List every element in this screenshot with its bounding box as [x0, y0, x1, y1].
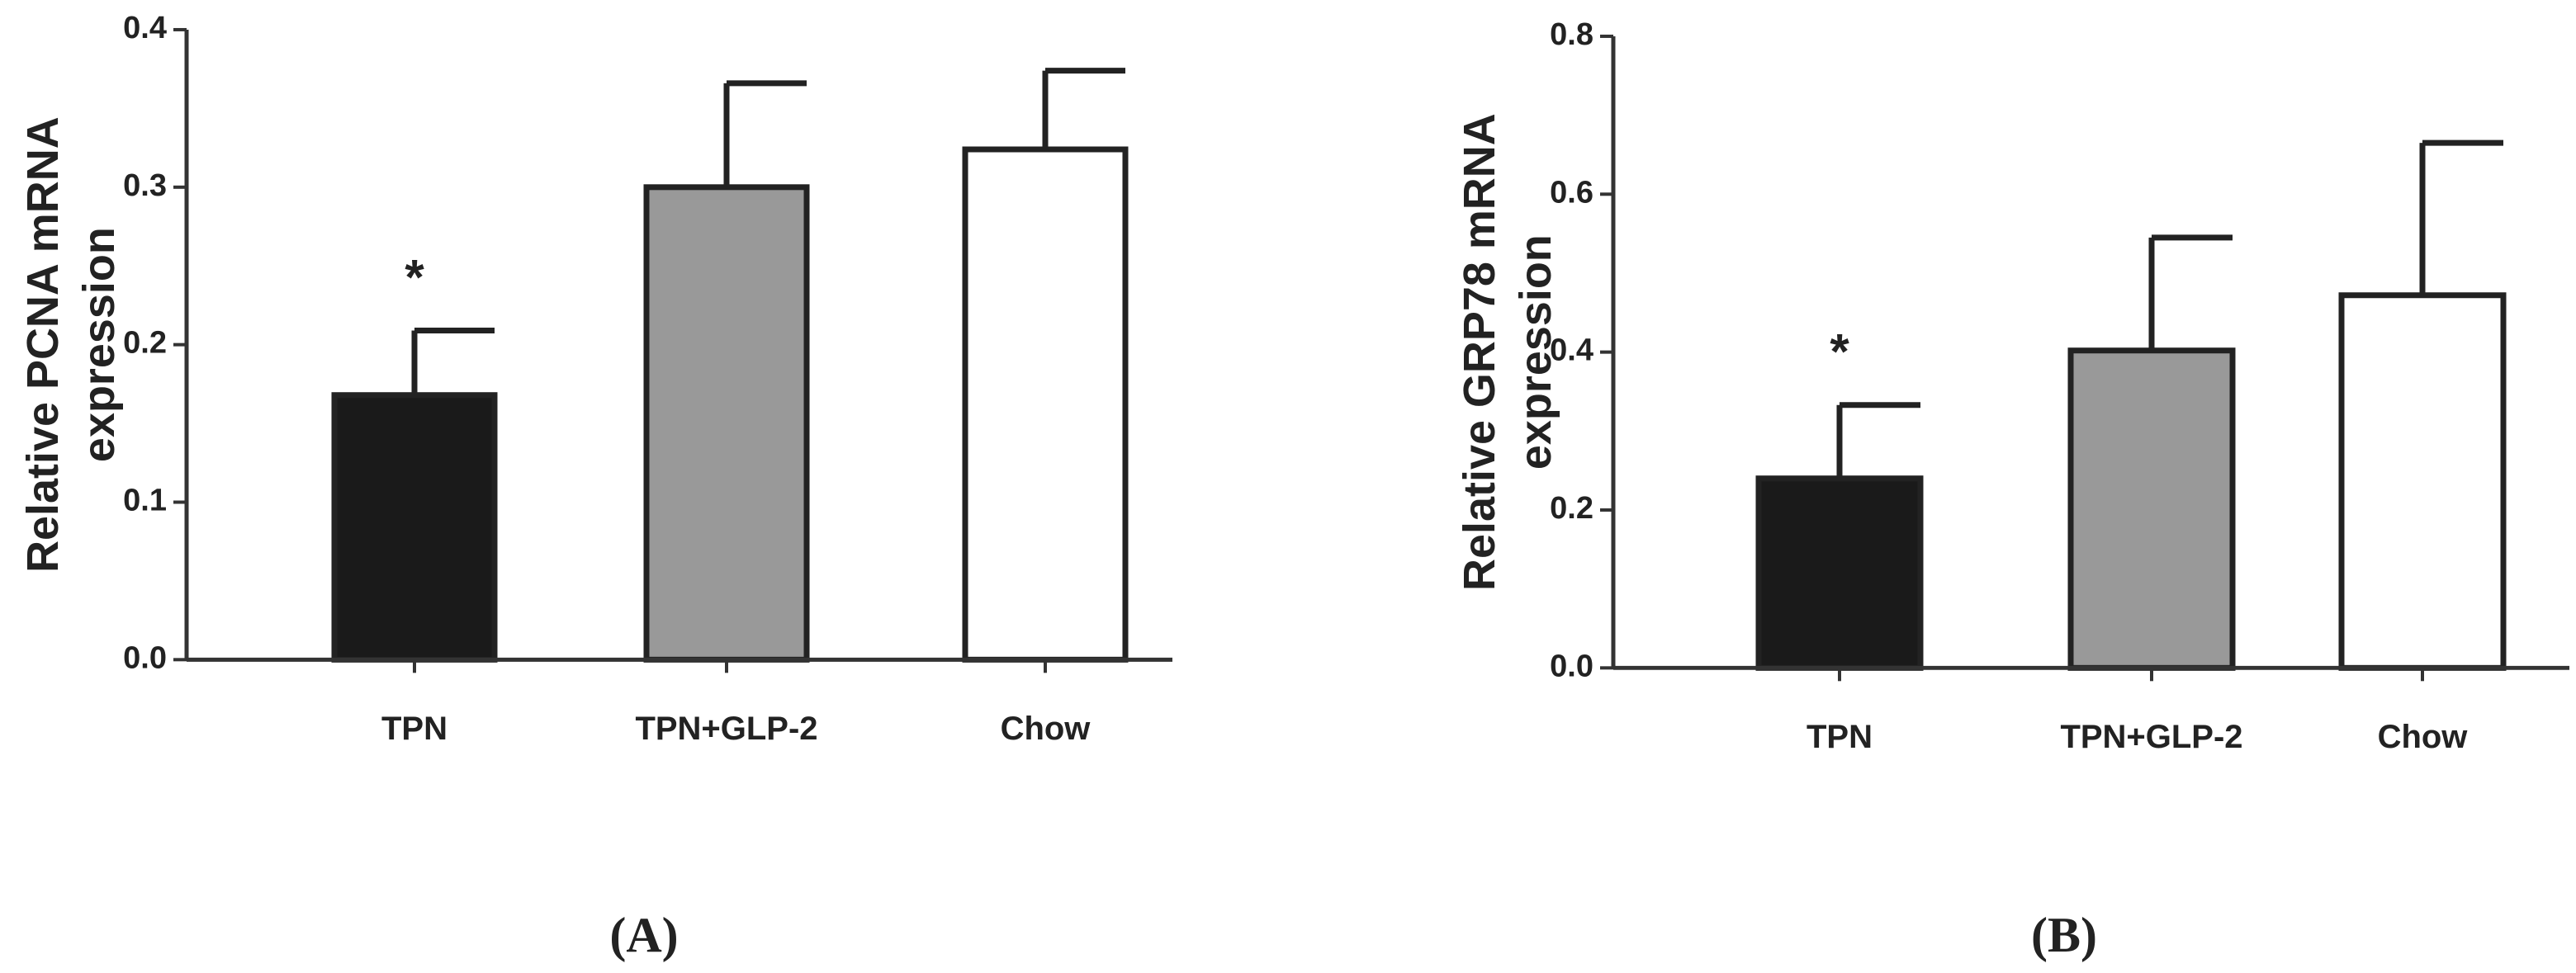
y-tick-label: 0.3	[123, 168, 167, 203]
bar	[2338, 292, 2507, 671]
x-tick-label: Chow	[1001, 711, 1091, 747]
y-axis-label: Relative PCNA mRNA	[18, 116, 68, 573]
y-tick-label: 0.2	[1550, 491, 1593, 526]
y-axis-label: expression	[1511, 234, 1560, 470]
x-tick-label: TPN	[1807, 719, 1873, 755]
x-tick-label: TPN+GLP-2	[2060, 719, 2242, 755]
y-tick-label: 0.8	[1550, 17, 1593, 52]
bar	[962, 146, 1129, 663]
x-tick-label: Chow	[2378, 719, 2469, 755]
y-tick-label: 0.0	[123, 640, 167, 675]
bar	[643, 184, 810, 663]
y-tick-label: 0.4	[1550, 333, 1593, 368]
x-tick-label: TPN+GLP-2	[635, 711, 817, 747]
annotation: *	[1830, 324, 1849, 380]
y-axis-label: expression	[74, 227, 124, 462]
panel-label: (B)	[2031, 908, 2097, 962]
y-axis-label: Relative GRP78 mRNA	[1455, 113, 1504, 591]
bar	[2067, 347, 2236, 671]
y-tick-label: 0.4	[123, 11, 167, 45]
bar	[1755, 475, 1924, 671]
y-tick-label: 0.2	[123, 326, 167, 361]
y-tick-label: 0.6	[1550, 175, 1593, 210]
y-tick-label: 0.0	[1550, 649, 1593, 683]
x-tick-label: TPN	[381, 711, 447, 747]
panel-label: (A)	[609, 908, 678, 962]
bar	[331, 392, 498, 663]
y-tick-label: 0.1	[123, 484, 167, 518]
annotation: *	[405, 249, 424, 305]
